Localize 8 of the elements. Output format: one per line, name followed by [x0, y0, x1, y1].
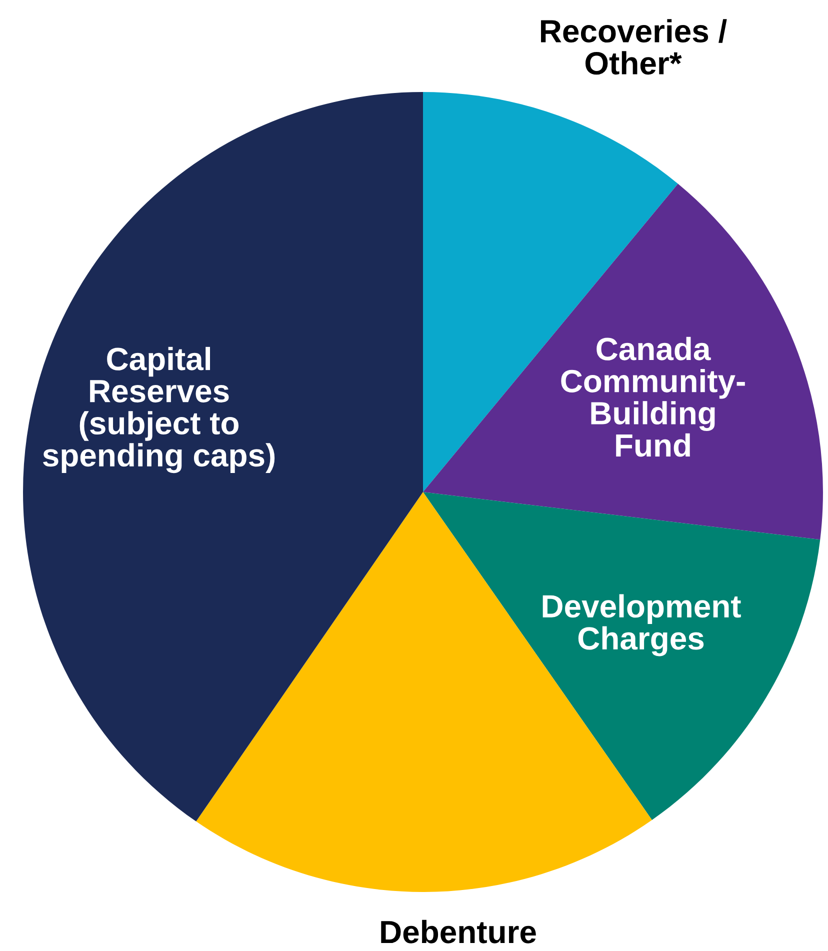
slice-label: Recoveries / Other*: [541, 19, 727, 75]
pie-slice: [423, 184, 823, 540]
pie-slice: [23, 92, 423, 822]
slice-label: Debenture: [381, 920, 536, 944]
slice-label: Development Charges: [542, 594, 741, 656]
pie-slice: [423, 492, 820, 820]
slice-label: Capital Reserves (subject to spending caps): [42, 346, 275, 474]
slice-label: Canada Community-Building Fund: [561, 336, 745, 457]
